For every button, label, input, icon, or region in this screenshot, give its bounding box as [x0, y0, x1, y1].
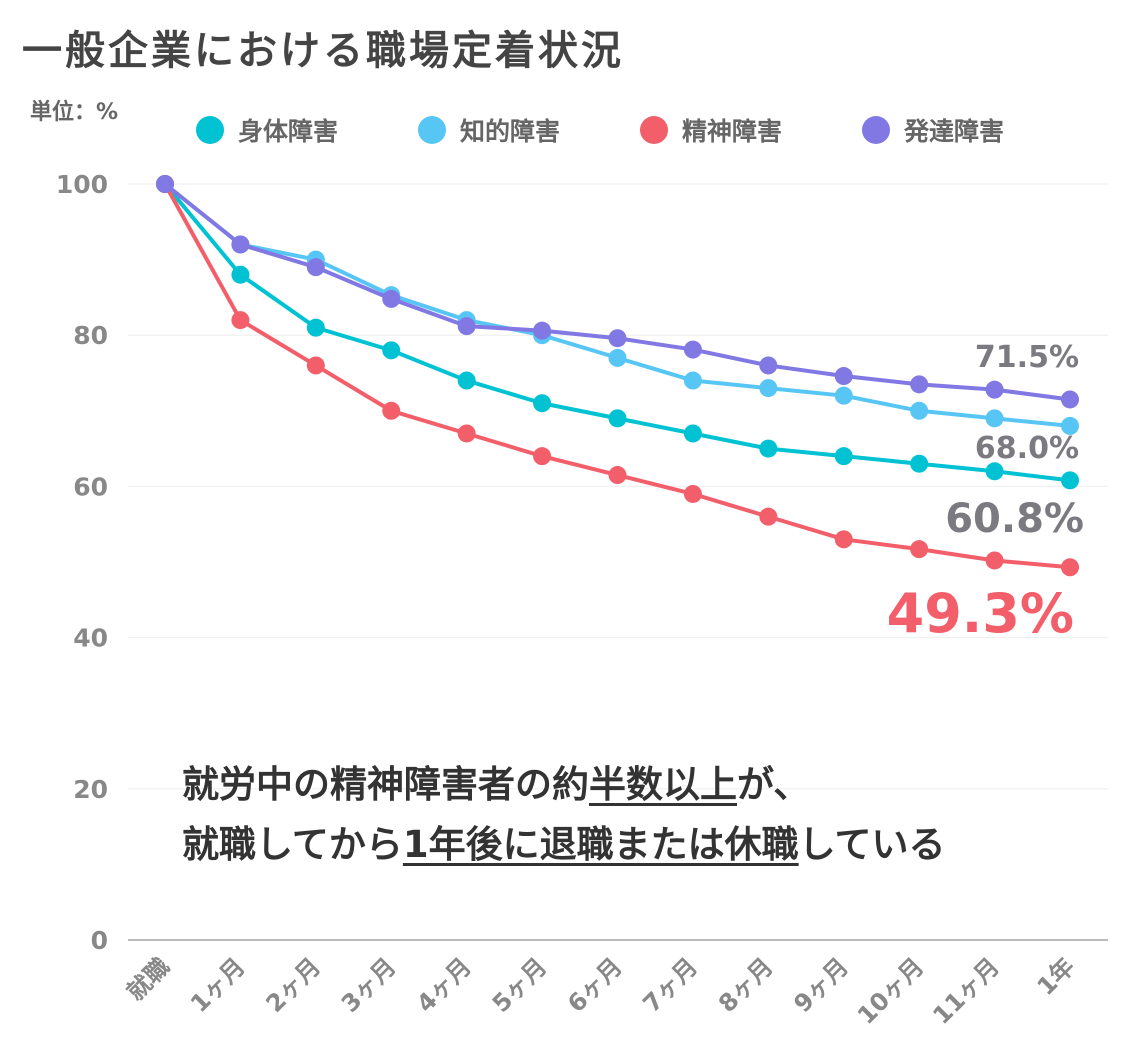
- annotation-line-2: 就職してから1年後に退職または休職している: [182, 815, 946, 875]
- data-point-physical: [457, 371, 476, 390]
- annotation-text: 就職してから: [182, 823, 403, 866]
- unit-label: 単位：%: [30, 100, 119, 125]
- annotation-text: が、: [737, 763, 811, 806]
- data-point-mental: [231, 311, 250, 330]
- data-point-physical: [231, 265, 250, 284]
- annotation-text: している: [798, 823, 946, 866]
- y-tick-label: 20: [73, 775, 108, 804]
- legend-item-physical: 身体障害: [196, 112, 338, 148]
- data-point-mental: [834, 530, 853, 549]
- x-tick-label: 7ヶ月: [638, 952, 704, 1018]
- end-label-physical: 60.8%: [945, 496, 1084, 542]
- data-point-intellectual: [910, 401, 929, 420]
- data-point-mental: [306, 356, 325, 375]
- legend-item-mental: 精神障害: [640, 112, 782, 148]
- x-tick-label: 9ヶ月: [788, 952, 854, 1018]
- chart-annotation: 就労中の精神障害者の約半数以上が、 就職してから1年後に退職または休職している: [182, 755, 946, 875]
- data-point-developmental: [306, 258, 325, 277]
- y-tick-label: 80: [73, 321, 108, 350]
- data-point-physical: [683, 424, 702, 443]
- data-point-physical: [608, 409, 627, 428]
- data-point-developmental: [231, 235, 250, 254]
- legend-dot-developmental-icon: [862, 116, 890, 144]
- data-point-mental: [759, 507, 778, 526]
- data-point-developmental: [1061, 390, 1079, 409]
- data-point-developmental: [457, 317, 476, 336]
- x-tick-label: 5ヶ月: [487, 952, 553, 1018]
- data-point-physical: [834, 447, 853, 466]
- x-tick-label: 8ヶ月: [713, 952, 779, 1018]
- x-tick-label: 2ヶ月: [261, 952, 327, 1018]
- series-line-intellectual: [163, 182, 1072, 428]
- y-tick-label: 100: [56, 170, 108, 199]
- data-point-developmental: [382, 289, 401, 308]
- legend-label-intellectual: 知的障害: [460, 117, 561, 146]
- end-label-mental: 49.3%: [886, 582, 1074, 645]
- y-tick-label: 0: [91, 926, 108, 955]
- y-tick-label: 60: [73, 472, 108, 501]
- data-point-physical: [533, 394, 552, 413]
- data-point-physical: [910, 454, 929, 473]
- x-tick-label: 就職: [122, 952, 176, 1006]
- data-point-developmental: [533, 321, 552, 340]
- legend-dot-physical-icon: [196, 116, 224, 144]
- x-tick-label: 6ヶ月: [562, 952, 628, 1018]
- data-point-mental: [533, 447, 552, 466]
- y-tick-label: 40: [73, 624, 108, 653]
- data-point-physical: [306, 318, 325, 337]
- page-title: 一般企業における職場定着状況: [22, 28, 624, 74]
- data-point-intellectual: [759, 379, 778, 398]
- data-point-developmental: [608, 329, 627, 348]
- data-point-mental: [608, 466, 627, 485]
- annotation-text: 就労中の精神障害者の約: [182, 763, 589, 806]
- legend-item-developmental: 発達障害: [862, 112, 1004, 148]
- legend-label-mental: 精神障害: [682, 117, 783, 146]
- end-label-intellectual: 68.0%: [974, 431, 1079, 466]
- legend-label-developmental: 発達障害: [904, 117, 1005, 146]
- annotation-line-1: 就労中の精神障害者の約半数以上が、: [182, 755, 946, 815]
- data-point-physical: [759, 439, 778, 458]
- data-point-physical: [382, 341, 401, 360]
- data-point-mental: [1061, 558, 1079, 577]
- data-point-mental: [683, 484, 702, 503]
- end-label-developmental: 71.5%: [974, 340, 1079, 375]
- data-point-developmental: [156, 175, 174, 193]
- legend-dot-intellectual-icon: [418, 116, 446, 144]
- legend-item-intellectual: 知的障害: [418, 112, 560, 148]
- series-line-developmental: [163, 182, 1072, 402]
- x-tick-label: 1ヶ月: [185, 952, 251, 1018]
- data-point-developmental: [683, 340, 702, 359]
- x-tick-label: 3ヶ月: [336, 952, 402, 1018]
- data-point-developmental: [985, 380, 1004, 399]
- x-tick-label: 4ヶ月: [411, 952, 477, 1018]
- data-point-mental: [910, 540, 929, 559]
- data-point-developmental: [910, 375, 929, 394]
- data-point-physical: [985, 462, 1004, 481]
- data-point-intellectual: [985, 409, 1004, 428]
- data-point-developmental: [834, 367, 853, 386]
- legend-dot-mental-icon: [640, 116, 668, 144]
- data-point-intellectual: [608, 348, 627, 367]
- x-tick-label: 1年: [1032, 952, 1081, 1001]
- x-tick-label: 11ヶ月: [927, 952, 1004, 1029]
- x-tick-label: 10ヶ月: [852, 952, 929, 1029]
- data-point-mental: [457, 424, 476, 443]
- data-point-physical: [1061, 471, 1079, 490]
- data-point-mental: [985, 551, 1004, 570]
- data-point-mental: [382, 401, 401, 420]
- annotation-underlined-text: 半数以上: [589, 763, 737, 806]
- data-point-intellectual: [1061, 416, 1079, 435]
- annotation-underlined-text: 1年後に退職または休職: [402, 823, 799, 866]
- data-point-developmental: [759, 356, 778, 375]
- data-point-intellectual: [683, 371, 702, 390]
- series-line-mental: [163, 182, 1072, 570]
- data-point-intellectual: [834, 386, 853, 405]
- legend-label-physical: 身体障害: [238, 117, 339, 146]
